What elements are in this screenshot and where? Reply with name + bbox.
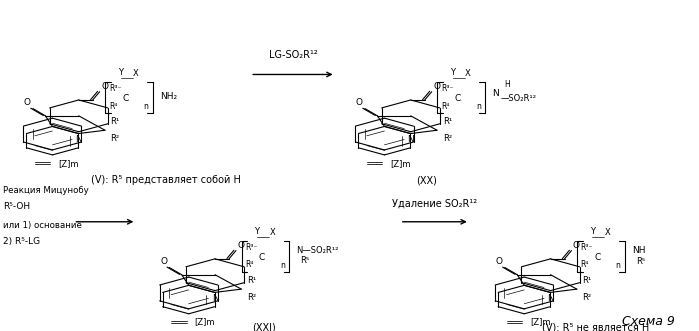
Text: R¹: R¹ [110, 117, 120, 126]
Text: R⁴: R⁴ [245, 260, 254, 269]
Text: C: C [594, 253, 600, 262]
Text: N: N [75, 135, 82, 144]
Text: N: N [492, 89, 498, 98]
Text: n: n [476, 102, 481, 111]
Text: H: H [505, 80, 510, 89]
Text: R¹: R¹ [442, 117, 452, 126]
Text: Y: Y [118, 68, 123, 77]
Text: C: C [122, 94, 129, 103]
Text: O: O [433, 82, 440, 91]
Text: C: C [259, 253, 265, 262]
Text: —SO₂R¹²: —SO₂R¹² [500, 94, 536, 103]
Text: (XX): (XX) [416, 175, 437, 185]
Text: NH: NH [632, 246, 645, 255]
Text: Схема 9: Схема 9 [621, 315, 675, 328]
Text: X: X [605, 228, 611, 237]
Text: R²: R² [442, 134, 452, 143]
Text: 2) R⁵-LG: 2) R⁵-LG [3, 237, 41, 246]
Text: X: X [134, 69, 139, 78]
Text: X: X [466, 69, 471, 78]
Text: (V): R⁵ представляет собой H: (V): R⁵ представляет собой H [91, 175, 240, 185]
Text: NH₂: NH₂ [160, 92, 177, 101]
Text: N: N [212, 294, 218, 303]
Text: N—SO₂R¹²: N—SO₂R¹² [296, 246, 338, 255]
Text: Реакция Мицунобу: Реакция Мицунобу [3, 186, 89, 195]
Text: [Z]m: [Z]m [194, 317, 215, 327]
Text: n: n [280, 261, 285, 270]
Text: O: O [160, 257, 167, 266]
Text: [Z]m: [Z]m [58, 159, 78, 168]
Text: [Z]m: [Z]m [530, 317, 550, 327]
Text: N: N [547, 294, 554, 303]
Text: O: O [573, 241, 580, 250]
Text: (XXI): (XXI) [252, 323, 275, 331]
Text: X: X [270, 228, 275, 237]
Text: R³⁻: R³⁻ [109, 84, 122, 93]
Text: R⁵: R⁵ [301, 256, 310, 265]
Text: LG-SO₂R¹²: LG-SO₂R¹² [268, 50, 317, 60]
Text: R²: R² [110, 134, 120, 143]
Text: R⁵-OH: R⁵-OH [3, 202, 31, 212]
Text: R³⁻: R³⁻ [441, 84, 454, 93]
Text: R⁴: R⁴ [441, 102, 449, 111]
Text: R⁴: R⁴ [581, 260, 589, 269]
Text: R⁵: R⁵ [636, 257, 645, 266]
Text: R¹: R¹ [247, 276, 256, 285]
Text: O: O [24, 98, 31, 107]
Text: R⁴: R⁴ [109, 102, 117, 111]
Text: [Z]m: [Z]m [390, 159, 410, 168]
Text: Y: Y [590, 227, 595, 236]
Text: n: n [616, 261, 621, 270]
Text: R³⁻: R³⁻ [581, 243, 593, 252]
Text: n: n [144, 102, 149, 111]
Text: R³⁻: R³⁻ [245, 243, 258, 252]
Text: R¹: R¹ [582, 276, 591, 285]
Text: или 1) основание: или 1) основание [3, 220, 82, 230]
Text: O: O [238, 241, 245, 250]
Text: O: O [356, 98, 363, 107]
Text: N: N [408, 135, 414, 144]
Text: O: O [101, 82, 108, 91]
Text: Удаление SO₂R¹²: Удаление SO₂R¹² [392, 199, 477, 209]
Text: O: O [496, 257, 503, 266]
Text: Y: Y [254, 227, 259, 236]
Text: Y: Y [450, 68, 455, 77]
Text: (V): R⁵ не является H: (V): R⁵ не является H [542, 323, 649, 331]
Text: R²: R² [247, 293, 256, 302]
Text: C: C [454, 94, 461, 103]
Text: R²: R² [582, 293, 591, 302]
